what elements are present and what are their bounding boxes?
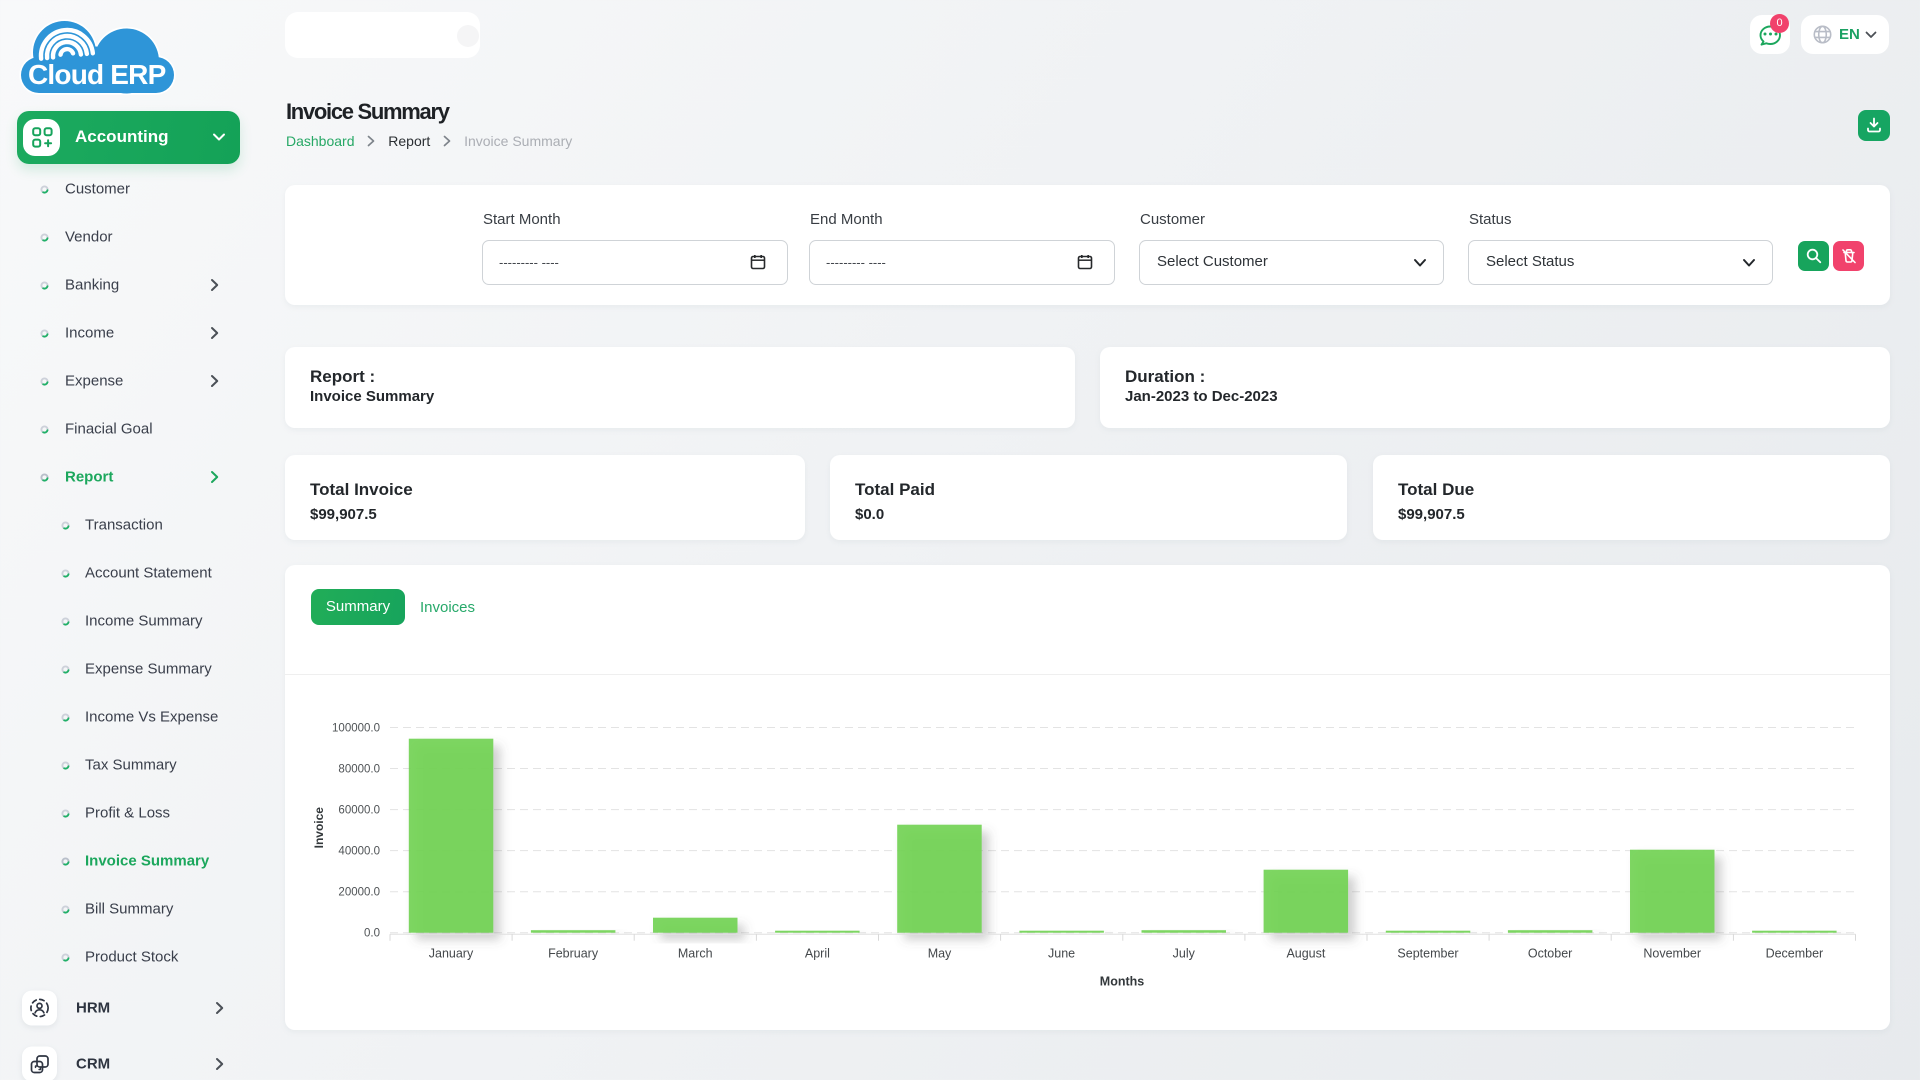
- svg-text:60000.0: 60000.0: [338, 805, 380, 817]
- svg-text:February: February: [548, 947, 599, 961]
- svg-text:80000.0: 80000.0: [338, 764, 380, 776]
- svg-text:December: December: [1766, 947, 1824, 961]
- svg-text:0.0: 0.0: [364, 928, 380, 940]
- svg-text:November: November: [1643, 947, 1701, 961]
- svg-text:20000.0: 20000.0: [338, 887, 380, 899]
- svg-text:September: September: [1397, 947, 1458, 961]
- svg-text:May: May: [928, 947, 952, 961]
- svg-text:June: June: [1048, 947, 1075, 961]
- svg-text:Months: Months: [1100, 975, 1144, 989]
- svg-text:40000.0: 40000.0: [338, 846, 380, 858]
- svg-text:Cloud ERP: Cloud ERP: [28, 59, 166, 90]
- svg-text:March: March: [678, 947, 713, 961]
- svg-text:October: October: [1528, 947, 1572, 961]
- svg-text:January: January: [429, 947, 474, 961]
- svg-text:July: July: [1173, 947, 1196, 961]
- svg-text:100000.0: 100000.0: [332, 723, 380, 735]
- svg-text:August: August: [1286, 947, 1325, 961]
- svg-text:April: April: [805, 947, 830, 961]
- svg-text:Invoice: Invoice: [312, 807, 326, 849]
